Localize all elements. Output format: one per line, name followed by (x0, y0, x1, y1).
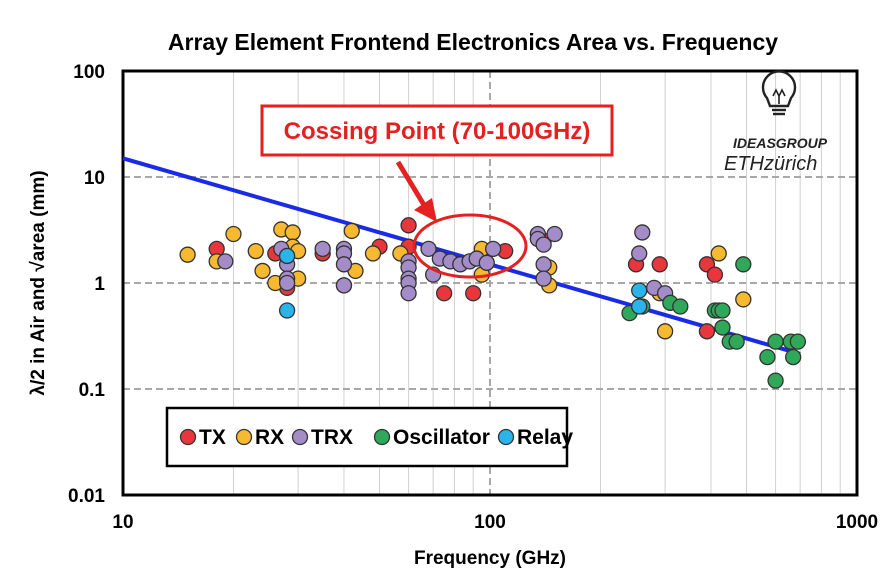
data-point-oscillator (714, 319, 731, 336)
data-point-oscillator (767, 372, 784, 389)
legend-label-oscillator: Oscillator (393, 426, 490, 449)
data-point-oscillator (672, 298, 689, 315)
chart-title: Array Element Frontend Electronics Area … (168, 29, 778, 55)
data-point-oscillator (789, 333, 807, 350)
legend-label-relay: Relay (517, 426, 573, 449)
y-tick-label: 10 (84, 168, 105, 189)
data-point-rx (343, 222, 360, 240)
y-tick-label: 0.1 (79, 380, 106, 401)
y-tick-labels: 0.01 0.1 1 10 100 (68, 62, 105, 507)
data-point-trx (535, 270, 552, 287)
data-point-relay (631, 282, 648, 299)
y-tick-label: 100 (73, 62, 105, 83)
y-tick-label: 1 (94, 274, 105, 295)
data-point-tx (400, 217, 417, 234)
data-point-trx (535, 236, 552, 253)
data-point-trx (478, 254, 495, 271)
data-point-trx (634, 224, 651, 241)
legend-label-rx: RX (255, 426, 284, 449)
annotation-text: Cossing Point (70-100GHz) (284, 118, 591, 145)
data-point-oscillator (735, 256, 752, 273)
data-point-rx (179, 246, 196, 263)
data-point-oscillator (714, 302, 731, 319)
data-point-trx (314, 240, 331, 257)
crossing-ellipse (412, 213, 528, 279)
x-tick-labels: 10 100 1000 (112, 512, 878, 533)
data-point-trx (335, 256, 353, 273)
logo-eth-zurich: ETHzürich (724, 153, 817, 175)
legend: TX RX TRX Oscillator Relay (179, 426, 573, 449)
legend-label-trx: TRX (311, 426, 353, 449)
data-point-tx (651, 256, 668, 273)
data-point-oscillator (728, 333, 745, 350)
data-point-relay (278, 247, 296, 265)
legend-marker-trx (291, 428, 309, 446)
legend-marker-oscillator (373, 428, 391, 446)
legend-marker-rx (235, 428, 253, 446)
data-point-trx (535, 256, 552, 273)
legend-marker-tx (179, 428, 197, 446)
trend-line (122, 156, 801, 356)
data-point-rx (710, 245, 727, 262)
data-point-trx (217, 253, 234, 270)
annotation-arrowhead (414, 198, 437, 222)
data-point-tx (435, 285, 453, 302)
data-point-rx (254, 262, 271, 280)
data-point-rx (284, 224, 301, 241)
logo: IDEASGROUP ETHzürich (724, 70, 828, 175)
data-point-trx (420, 240, 437, 257)
y-tick-label: 0.01 (68, 486, 105, 507)
data-point-tx (465, 285, 482, 302)
data-point-oscillator (759, 348, 776, 366)
data-point-oscillator (785, 348, 802, 366)
data-point-trx (485, 240, 502, 257)
x-axis-label: Frequency (GHz) (414, 548, 566, 569)
logo-ideas-group: IDEASGROUP (733, 135, 828, 151)
data-point-relay (631, 298, 648, 315)
annotation-arrow (395, 160, 427, 207)
x-tick-label: 1000 (836, 512, 878, 533)
data-point-rx (225, 225, 242, 243)
data-point-rx (735, 291, 752, 308)
y-axis-label: λ/2 in Air and √area (mm) (28, 170, 49, 395)
lightbulb-icon (761, 70, 797, 116)
x-tick-label: 10 (112, 512, 133, 533)
annotation-box (260, 104, 614, 157)
series-relay (278, 247, 648, 319)
data-point-trx (400, 285, 417, 302)
data-point-tx (698, 323, 716, 340)
legend-marker-relay (497, 428, 515, 446)
data-point-trx (335, 277, 353, 294)
data-point-rx (364, 245, 382, 262)
data-point-rx (247, 242, 264, 260)
data-points (179, 217, 807, 389)
x-tick-label: 100 (474, 512, 506, 533)
data-point-oscillator (767, 333, 784, 350)
data-point-relay (278, 302, 296, 319)
legend-label-tx: TX (199, 426, 226, 449)
data-point-trx (546, 225, 563, 243)
plot-frame (121, 69, 859, 497)
data-point-trx (278, 274, 296, 292)
data-point-trx (631, 245, 648, 262)
data-point-tx (706, 266, 724, 283)
data-point-rx (656, 323, 674, 340)
series-oscillator (621, 256, 807, 389)
